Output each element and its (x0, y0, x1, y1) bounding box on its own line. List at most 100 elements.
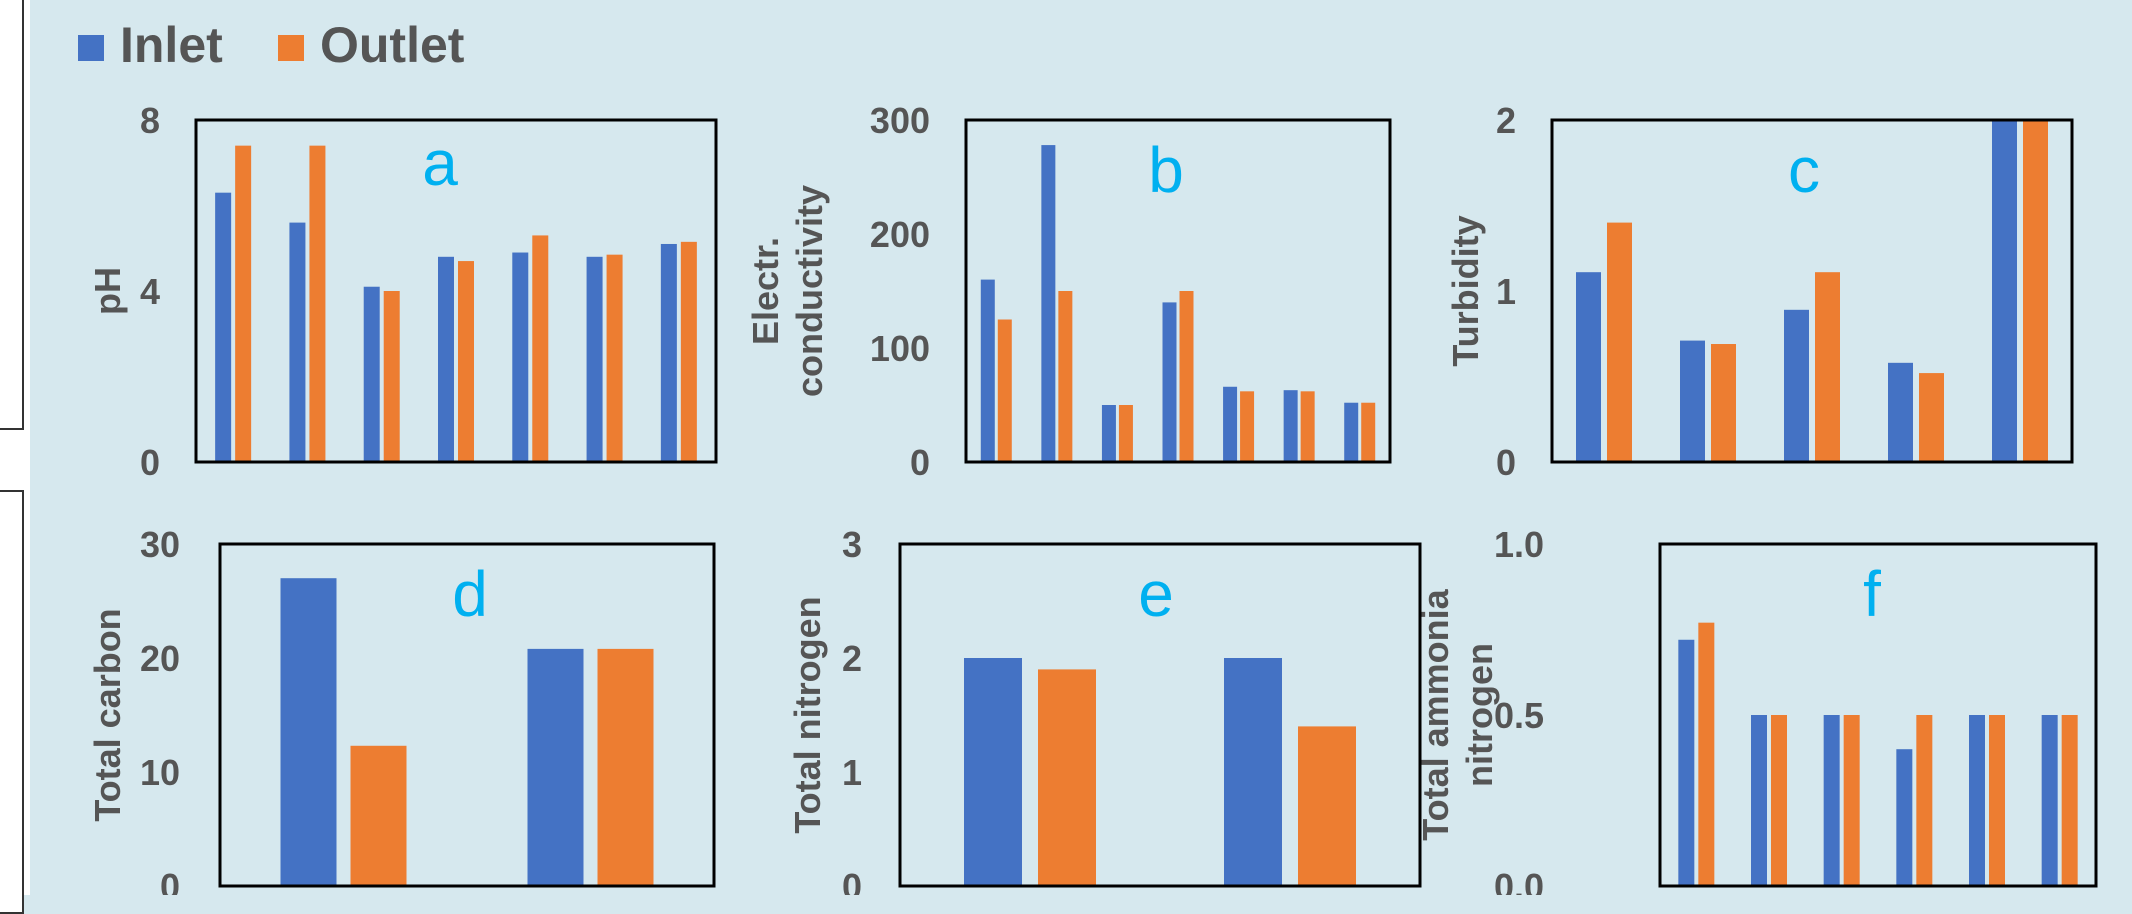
bar-f-inlet-1 (1678, 639, 1695, 886)
bar-c-inlet-2 (1680, 340, 1705, 462)
edge-box-bottom (0, 490, 24, 914)
bar-b-outlet-6 (1300, 391, 1315, 462)
bar-b-outlet-7 (1361, 402, 1376, 462)
left-edge-strip (0, 0, 30, 914)
panel-label-d: d (452, 558, 488, 630)
bar-b-inlet-1 (980, 279, 995, 462)
bar-c-outlet-5 (2023, 120, 2048, 462)
y-axis-label-d: Total carbon (87, 608, 128, 821)
bar-a-inlet-4 (438, 256, 454, 462)
chart-panels: 048pHa0100200300Electr.conductivityb012T… (87, 100, 2098, 895)
bar-e-outlet-2 (1298, 726, 1356, 886)
y-tick-label-b: 100 (870, 328, 930, 369)
bar-f-inlet-3 (1823, 715, 1840, 886)
plot-frame-c (1550, 118, 2074, 464)
panel-label-c: c (1788, 134, 1820, 206)
panel-c: 0 1 2 Turbidity c (1445, 100, 2074, 483)
bar-a-outlet-6 (606, 254, 623, 462)
bar-c-outlet-3 (1815, 272, 1840, 462)
bar-f-outlet-3 (1843, 715, 1860, 886)
bar-f-outlet-4 (1916, 715, 1933, 886)
bar-f-outlet-2 (1771, 715, 1787, 886)
y-tick-label-a: 4 (140, 271, 160, 312)
y-tick-label-e: 3 (842, 524, 862, 565)
plot-frame-e (898, 542, 1422, 888)
bar-c-inlet-3 (1784, 309, 1809, 462)
bar-c-outlet-2 (1711, 344, 1736, 462)
legend-swatch-inlet (78, 35, 104, 61)
multi-panel-bar-chart: Inlet Outlet 048pHa0100200300Electr.condu… (78, 17, 2098, 895)
legend-label-outlet: Outlet (320, 17, 465, 73)
panel-label-b: b (1148, 134, 1184, 206)
y-tick-label-d: 10 (140, 752, 180, 793)
panel-e: 0 1 2 3 Total nitrogen e (787, 524, 1422, 895)
panel-b: 0 100 200 300 Electr.conductivity b (745, 100, 1392, 483)
bar-b-outlet-4 (1179, 291, 1194, 462)
y-tick-label-a: 0 (140, 442, 160, 483)
bar-f-inlet-4 (1896, 749, 1913, 886)
bar-f-inlet-5 (1969, 715, 1985, 886)
bar-b-inlet-4 (1162, 302, 1177, 462)
panel-label-f: f (1863, 558, 1881, 630)
y-tick-label-f: 0.0 (1494, 866, 1544, 895)
legend-swatch-outlet (278, 35, 304, 61)
y-tick-label-d: 0 (160, 866, 180, 895)
bar-e-inlet-2 (1224, 658, 1282, 886)
legend: Inlet Outlet (78, 17, 465, 73)
y-axis-label-e: Total nitrogen (787, 596, 828, 833)
y-tick-label-c: 2 (1496, 100, 1516, 141)
bar-b-inlet-6 (1283, 390, 1298, 462)
y-axis-label-a: pH (87, 267, 128, 315)
y-tick-label-f: 1.0 (1494, 524, 1544, 565)
plot-frame-a (194, 118, 718, 464)
bar-c-outlet-4 (1919, 373, 1944, 462)
bar-b-inlet-3 (1101, 405, 1116, 462)
y-tick-label-e: 1 (842, 752, 862, 793)
edge-box-top (0, 0, 24, 430)
legend-label-inlet: Inlet (120, 17, 223, 73)
bar-d-inlet-2 (527, 648, 584, 886)
bar-a-outlet-2 (309, 145, 326, 462)
bar-b-inlet-5 (1223, 386, 1238, 462)
bar-c-inlet-5 (1992, 120, 2017, 462)
y-tick-label-f: 0.5 (1494, 695, 1544, 736)
bar-b-inlet-2 (1041, 145, 1056, 462)
y-tick-label-d: 20 (140, 638, 180, 679)
panel-label-a: a (422, 127, 458, 199)
bar-c-outlet-1 (1607, 222, 1632, 462)
bar-f-inlet-6 (2041, 715, 2058, 886)
y-tick-label-c: 0 (1496, 442, 1516, 483)
y-tick-label-e: 0 (842, 866, 862, 895)
bar-a-inlet-6 (586, 256, 603, 462)
y-tick-label-e: 2 (842, 638, 862, 679)
bar-a-outlet-7 (680, 241, 697, 462)
y-axis-label-b: Electr.conductivity (745, 185, 830, 397)
bar-a-inlet-7 (660, 243, 677, 462)
bar-a-inlet-3 (363, 286, 380, 462)
panel-f: 0.0 0.5 1.0 Total ammonianitrogen f (1415, 524, 2098, 895)
bar-a-inlet-1 (215, 192, 232, 463)
bar-f-outlet-5 (1989, 715, 2005, 886)
bar-f-outlet-6 (2061, 715, 2078, 886)
bar-b-outlet-2 (1058, 291, 1073, 462)
plot-frame-b (964, 118, 1392, 464)
y-axis-label-c: Turbidity (1445, 215, 1486, 366)
bar-f-inlet-2 (1751, 715, 1767, 886)
panel-d: 0 10 20 30 Total carbon d (87, 524, 716, 895)
bar-f-outlet-1 (1698, 622, 1715, 886)
bar-d-outlet-1 (350, 745, 407, 886)
panel-a: 0 4 8 pH a (87, 100, 718, 483)
y-tick-label-c: 1 (1496, 271, 1516, 312)
y-tick-label-b: 300 (870, 100, 930, 141)
bar-b-outlet-1 (997, 319, 1012, 462)
plot-frame-d (218, 542, 716, 888)
bar-a-inlet-2 (289, 222, 306, 462)
bar-b-outlet-3 (1118, 405, 1133, 462)
y-axis-label-f: Total ammonianitrogen (1415, 588, 1500, 840)
bar-a-outlet-5 (532, 235, 549, 462)
bar-d-outlet-2 (597, 648, 654, 886)
bar-a-outlet-1 (235, 145, 252, 462)
bar-e-inlet-1 (964, 658, 1022, 886)
y-tick-label-a: 8 (140, 100, 160, 141)
bar-c-inlet-1 (1576, 272, 1601, 462)
